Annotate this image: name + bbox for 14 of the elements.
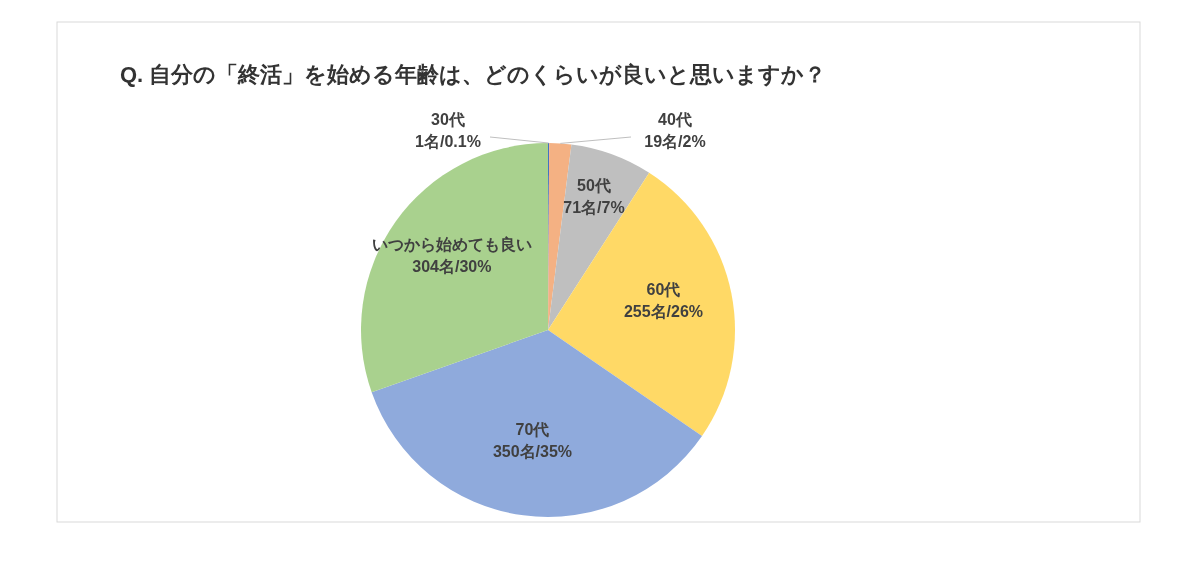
data-label: 19名/2%	[644, 133, 706, 150]
slice-label: 70代	[515, 420, 550, 438]
slice-label: 50代	[577, 177, 611, 195]
data-label: 71名/7%	[563, 199, 625, 217]
data-label: 255名/26%	[623, 302, 704, 320]
slice-label: 30代	[431, 111, 465, 128]
data-label: 304名/30%	[412, 257, 492, 275]
data-label: 1名/0.1%	[415, 133, 481, 150]
slice-label: 40代	[658, 111, 692, 128]
chart-title: Q. 自分の「終活」を始める年齢は、どのくらいが良いと思いますか？	[120, 62, 827, 87]
slice-label: 60代	[646, 280, 681, 298]
pie-slice	[548, 172, 735, 437]
pie-slice	[371, 330, 702, 517]
data-label: 350名/35%	[492, 442, 573, 460]
